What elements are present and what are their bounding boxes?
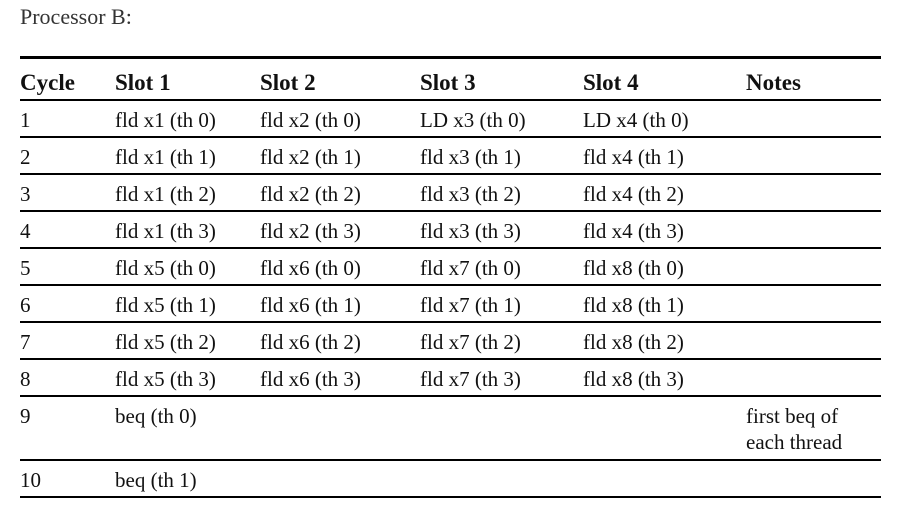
table-cell: fld x5 (th 3)	[115, 358, 260, 397]
table-cell: fld x2 (th 0)	[260, 99, 420, 138]
header-cell: Slot 1	[115, 57, 260, 101]
table-cell: fld x6 (th 2)	[260, 321, 420, 360]
header-cell: Notes	[746, 57, 881, 101]
table-cell: first beq of each thread	[746, 395, 881, 461]
table-cell: fld x1 (th 2)	[115, 173, 260, 212]
table-cell: fld x6 (th 3)	[260, 358, 420, 397]
table-row: 7 fld x5 (th 2) fld x6 (th 2) fld x7 (th 2)…	[20, 321, 881, 360]
table-cell: fld x6 (th 0)	[260, 247, 420, 286]
table-cell: fld x3 (th 1)	[420, 136, 583, 175]
table-cell: fld x7 (th 3)	[420, 358, 583, 397]
table-row: 2 fld x1 (th 1) fld x2 (th 1) fld x3 (th 1)…	[20, 136, 881, 175]
table-cell	[420, 395, 583, 461]
header-cell: Slot 4	[583, 57, 746, 101]
table-cell	[420, 459, 583, 498]
table-cell: 5	[20, 247, 115, 286]
table-cell: 10	[20, 459, 115, 498]
table-cell: fld x1 (th 3)	[115, 210, 260, 249]
table-row: 1 fld x1 (th 0) fld x2 (th 0) LD x3 (th 0) L…	[20, 99, 881, 138]
table-cell	[746, 210, 881, 249]
table-cell: LD x3 (th 0)	[420, 99, 583, 138]
header-row: Cycle Slot 1 Slot 2 Slot 3 Slot 4 Notes	[20, 57, 881, 101]
table-cell: fld x2 (th 3)	[260, 210, 420, 249]
table-cell: fld x4 (th 2)	[583, 173, 746, 212]
table-cell: 3	[20, 173, 115, 212]
table-cell: fld x7 (th 2)	[420, 321, 583, 360]
table-cell: 8	[20, 358, 115, 397]
table-cell: fld x7 (th 1)	[420, 284, 583, 323]
table-cell: fld x7 (th 0)	[420, 247, 583, 286]
table-cell: 6	[20, 284, 115, 323]
table-row: 10 beq (th 1)	[20, 459, 881, 498]
table-cell: fld x3 (th 2)	[420, 173, 583, 212]
table-cell	[583, 395, 746, 461]
table-cell: fld x8 (th 0)	[583, 247, 746, 286]
table-cell: fld x8 (th 3)	[583, 358, 746, 397]
table-cell	[583, 459, 746, 498]
table-row: 5 fld x5 (th 0) fld x6 (th 0) fld x7 (th 0)…	[20, 247, 881, 286]
table-cell: fld x1 (th 0)	[115, 99, 260, 138]
table-cell: 9	[20, 395, 115, 461]
table-row: 9 beq (th 0) first beq of each thread	[20, 395, 881, 461]
header-cell: Cycle	[20, 57, 115, 101]
table-cell: fld x2 (th 1)	[260, 136, 420, 175]
table-cell: fld x6 (th 1)	[260, 284, 420, 323]
table-cell: beq (th 0)	[115, 395, 260, 461]
table-cell: beq (th 1)	[115, 459, 260, 498]
table-cell: fld x5 (th 2)	[115, 321, 260, 360]
table-row: 8 fld x5 (th 3) fld x6 (th 3) fld x7 (th 3)…	[20, 358, 881, 397]
table-cell: LD x4 (th 0)	[583, 99, 746, 138]
table-body: 1 fld x1 (th 0) fld x2 (th 0) LD x3 (th 0) L…	[20, 99, 881, 498]
title: Processor B:	[20, 4, 132, 29]
table-cell: fld x8 (th 2)	[583, 321, 746, 360]
table-cell: 7	[20, 321, 115, 360]
table-cell: fld x8 (th 1)	[583, 284, 746, 323]
table-cell: fld x5 (th 1)	[115, 284, 260, 323]
table-row: 4 fld x1 (th 3) fld x2 (th 3) fld x3 (th 3)…	[20, 210, 881, 249]
table-cell	[746, 136, 881, 175]
header-cell: Slot 3	[420, 57, 583, 101]
table-cell	[260, 459, 420, 498]
table-cell: 1	[20, 99, 115, 138]
table-cell: fld x1 (th 1)	[115, 136, 260, 175]
table-cell	[746, 321, 881, 360]
table-cell	[746, 459, 881, 498]
table-cell: fld x5 (th 0)	[115, 247, 260, 286]
table-cell	[746, 284, 881, 323]
table-row: 3 fld x1 (th 2) fld x2 (th 2) fld x3 (th 2)…	[20, 173, 881, 212]
table-cell: fld x4 (th 1)	[583, 136, 746, 175]
table-cell: fld x4 (th 3)	[583, 210, 746, 249]
table-cell: 2	[20, 136, 115, 175]
table-cell	[260, 395, 420, 461]
table-cell	[746, 173, 881, 212]
table-cell: 4	[20, 210, 115, 249]
table-cell	[746, 247, 881, 286]
header-cell: Slot 2	[260, 57, 420, 101]
schedule-table: Cycle Slot 1 Slot 2 Slot 3 Slot 4 Notes 1 fld …	[20, 56, 881, 498]
table-cell	[746, 358, 881, 397]
table-cell	[746, 99, 881, 138]
table-cell: fld x3 (th 3)	[420, 210, 583, 249]
table-row: 6 fld x5 (th 1) fld x6 (th 1) fld x7 (th 1)…	[20, 284, 881, 323]
table-cell: fld x2 (th 2)	[260, 173, 420, 212]
